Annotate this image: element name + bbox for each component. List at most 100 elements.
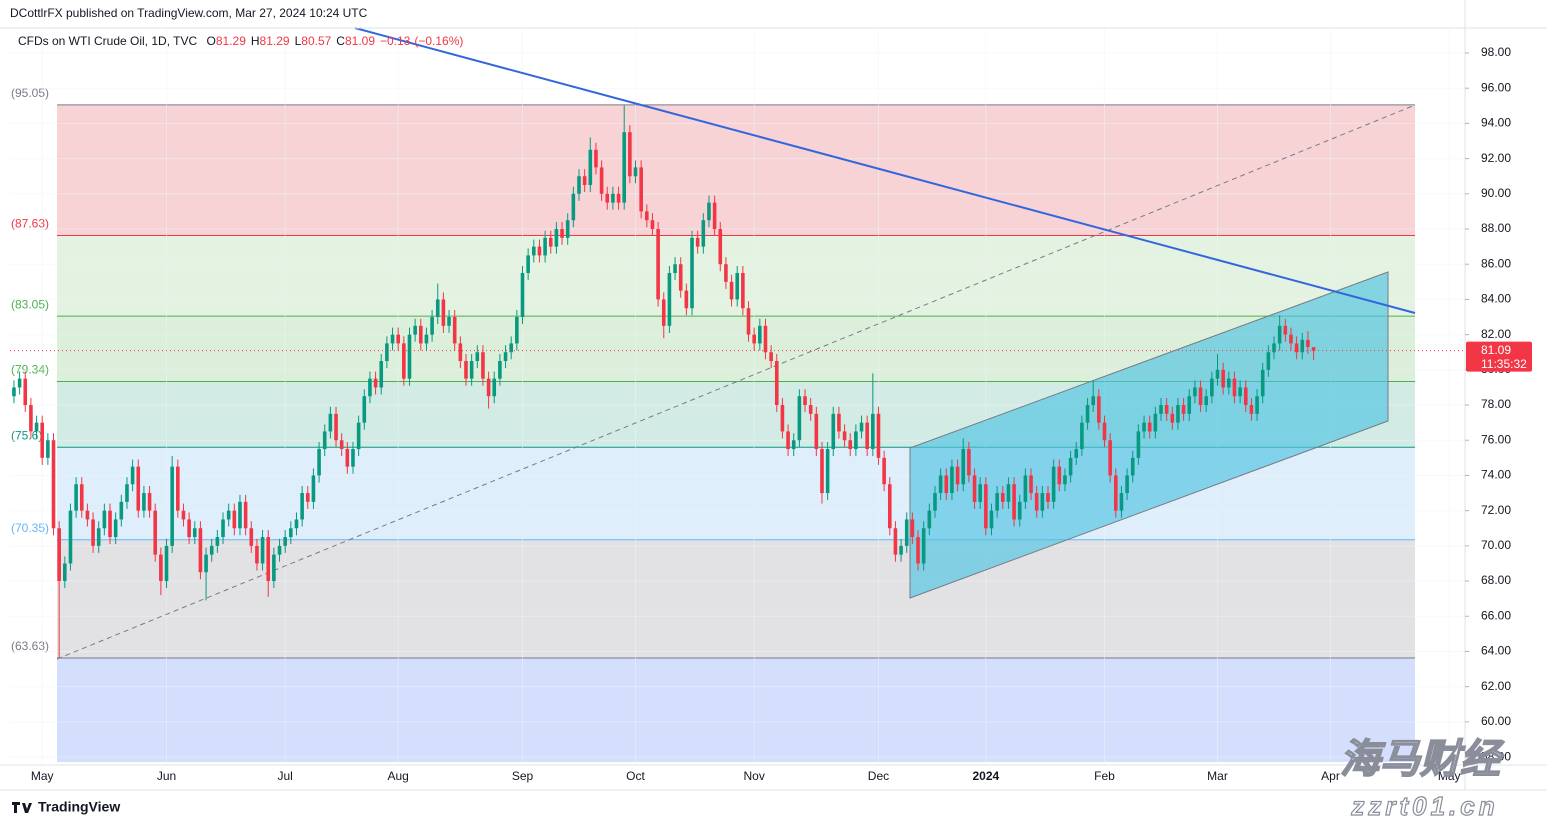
candle-body (469, 361, 474, 379)
fib-label: (83.05) (11, 297, 49, 311)
candle-body (368, 378, 372, 397)
legend-change: −0.13 (380, 34, 411, 48)
candle-body (526, 255, 530, 274)
candle-body (616, 193, 621, 203)
candle-body (498, 361, 502, 379)
candle-body (1204, 396, 1209, 406)
legend-change-pct: (−0.16%) (414, 34, 463, 48)
legend: CFDs on WTI Crude Oil, 1D, TVC O81.29 H81… (18, 34, 463, 48)
fib-zone (57, 539, 1415, 658)
fib-trend-line (56, 104, 1416, 660)
candle-body (571, 193, 576, 221)
y-tick-label: 94.00 (1481, 116, 1511, 130)
candle-body (938, 475, 943, 494)
candle-body (481, 352, 485, 379)
candle-body (1006, 484, 1011, 502)
candle-body (854, 431, 858, 450)
candle-body (322, 431, 327, 450)
candle-body (814, 413, 819, 450)
candle-body (1097, 396, 1101, 423)
y-tick-label: 86.00 (1481, 256, 1511, 270)
candle-body (91, 519, 95, 546)
candle-body (1198, 387, 1203, 406)
header: DCottlrFX published on TradingView.com, … (10, 6, 368, 20)
candle-body (176, 466, 180, 511)
candle-body (515, 317, 519, 344)
candle-body (1068, 457, 1073, 476)
x-tick-label: Mar (1207, 769, 1228, 783)
candle-body (808, 405, 813, 414)
candle-body (786, 431, 790, 450)
x-tick-label: 2024 (972, 769, 999, 783)
candle-body (1125, 475, 1129, 494)
candle-body (1300, 339, 1305, 353)
candle-body (153, 510, 158, 555)
candle-body (1136, 431, 1141, 458)
candle-body (1215, 369, 1220, 379)
x-tick-label: May (31, 769, 54, 783)
candle-body (221, 519, 225, 538)
candle-body (238, 501, 242, 529)
candle-body (1091, 396, 1095, 406)
candle-body (769, 352, 773, 362)
candle-body (927, 510, 932, 529)
candle-body (837, 413, 841, 432)
legend-value: 81.09 (345, 34, 375, 48)
candle-body (1119, 493, 1124, 511)
candle-body (532, 246, 536, 256)
candle-body (1221, 369, 1225, 388)
candle-body (85, 510, 90, 520)
x-tick-label: Dec (868, 769, 889, 783)
candle-body (356, 422, 361, 450)
watermark-url: zzrt01.cn (1350, 791, 1498, 821)
candle-body (678, 264, 683, 291)
y-tick-label: 96.00 (1481, 80, 1511, 94)
candle-body (633, 167, 638, 177)
candle-body (724, 264, 728, 282)
candle-body (876, 413, 881, 458)
candle-body (1046, 493, 1050, 502)
candle-body (396, 334, 400, 344)
candle-body (1017, 501, 1022, 520)
candle-body (701, 220, 706, 247)
candle-body (1012, 484, 1016, 520)
y-tick-label: 76.00 (1481, 432, 1511, 446)
candle-body (791, 440, 796, 450)
candles (10, 105, 1465, 658)
fib-label: (95.05) (11, 86, 49, 100)
axes: 58.00 60.00 62.00 64.00 66.00 68.00 70.00 72.00… (31, 45, 1532, 783)
candle-body (763, 325, 768, 353)
footer-logo: TradingView (38, 799, 120, 815)
candle-body (283, 537, 287, 546)
y-tick-label: 78.00 (1481, 397, 1511, 411)
candle-body (255, 545, 259, 564)
legend-value: 81.29 (216, 34, 246, 48)
candle-body (226, 510, 231, 520)
candle-body (543, 237, 547, 256)
candle-body (418, 325, 423, 344)
candle-body (780, 405, 785, 432)
y-tick-label: 84.00 (1481, 292, 1511, 306)
candle-body (639, 167, 643, 212)
x-tick-label: Nov (743, 769, 764, 783)
candle-body (1108, 440, 1112, 476)
candle-body (379, 361, 384, 388)
candle-body (667, 273, 672, 326)
candle-body (984, 484, 988, 529)
legend-key: H (251, 34, 260, 48)
candle-body (537, 246, 542, 256)
candle-body (441, 299, 446, 326)
last-price-label: 81.09 (1481, 343, 1511, 357)
candle-body (520, 273, 525, 318)
candle-body (294, 519, 299, 529)
last-price-box (1466, 341, 1532, 372)
candle-body (447, 317, 451, 326)
candle-body (1181, 405, 1186, 414)
y-tick-label: 98.00 (1481, 45, 1511, 59)
candle-body (554, 229, 559, 247)
candle-body (1051, 466, 1056, 502)
candle-body (774, 361, 779, 406)
y-tick-label: 62.00 (1481, 679, 1511, 693)
legend-value: 81.29 (260, 34, 290, 48)
candle-body (390, 334, 395, 344)
